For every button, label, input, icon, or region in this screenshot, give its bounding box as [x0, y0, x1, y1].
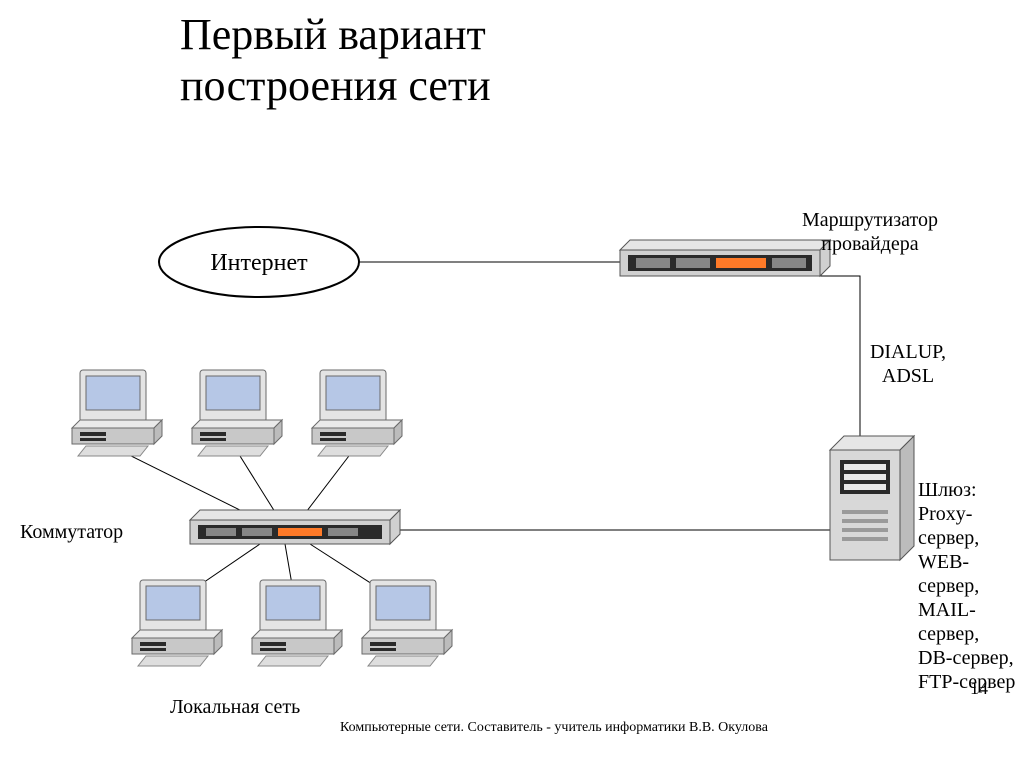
- gateway-label: Шлюз: Proxy-сервер, WEB-сервер, MAIL-сер…: [918, 478, 1024, 694]
- pc-bot-3-icon: [362, 580, 452, 666]
- router-label: Маршрутизатор провайдера: [802, 208, 938, 256]
- lan-label: Локальная сеть: [170, 695, 300, 719]
- slide: Первый вариант построения сети Интернет …: [0, 0, 1024, 768]
- internet-label: Интернет: [210, 250, 308, 276]
- page-number: 14: [970, 678, 988, 699]
- nodes-layer: Интернет: [72, 227, 914, 666]
- pc-bot-1-icon: [132, 580, 222, 666]
- switch-device-icon: [190, 510, 400, 544]
- server-tower-icon: [830, 436, 914, 560]
- pc-top-3-icon: [312, 370, 402, 456]
- edge-switch-pc-top-2: [235, 448, 280, 520]
- pc-top-1-icon: [72, 370, 162, 456]
- switch-label: Коммутатор: [20, 520, 123, 544]
- edge-switch-pc-top-1: [115, 448, 260, 520]
- pc-bot-2-icon: [252, 580, 342, 666]
- edge-switch-pc-top-3: [300, 448, 355, 520]
- edge-router-server: [810, 276, 860, 450]
- router-device-icon: [620, 240, 830, 276]
- footer-text: Компьютерные сети. Составитель - учитель…: [340, 720, 768, 736]
- dialup-label: DIALUP, ADSL: [870, 340, 946, 388]
- pc-top-2-icon: [192, 370, 282, 456]
